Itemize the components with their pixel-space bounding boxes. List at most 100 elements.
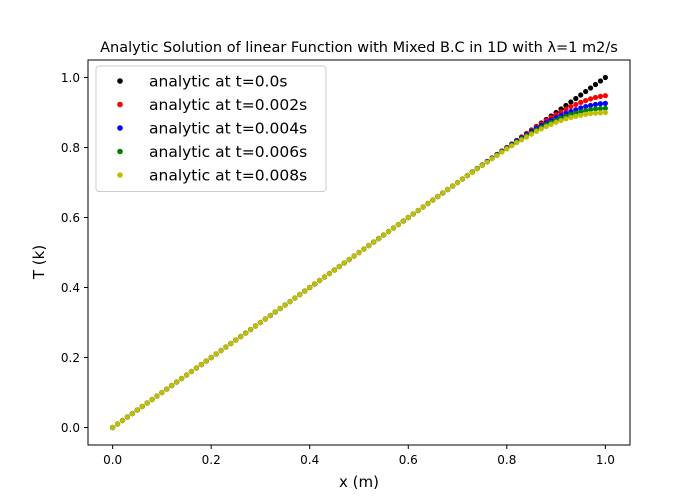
data-point xyxy=(341,260,347,266)
data-point xyxy=(469,169,475,175)
data-point xyxy=(573,113,579,119)
data-point xyxy=(385,228,392,235)
y-tick-label: 0.4 xyxy=(61,281,80,295)
data-point xyxy=(183,372,190,378)
data-point xyxy=(464,172,470,179)
x-tick-label: 1.0 xyxy=(596,453,615,467)
data-point xyxy=(602,74,608,81)
x-tick-label: 0.8 xyxy=(497,453,516,467)
data-point xyxy=(139,403,145,410)
data-point xyxy=(592,106,599,112)
data-point xyxy=(509,143,515,149)
data-point xyxy=(415,207,421,214)
y-tick-label: 0.8 xyxy=(61,141,80,155)
data-point xyxy=(169,382,175,389)
data-point xyxy=(573,101,579,108)
data-point xyxy=(243,330,249,336)
data-point xyxy=(592,81,599,88)
data-point xyxy=(440,190,446,196)
data-point xyxy=(252,323,259,329)
data-point xyxy=(587,107,594,113)
data-point xyxy=(592,94,599,101)
legend-label: analytic at t=0.008s xyxy=(149,167,307,185)
legend-marker xyxy=(117,172,123,178)
data-point xyxy=(297,291,303,298)
plot-area: 0.0 0.2 0.4 0.6 0.8 1.0 0.0 0.2 0.4 0.6 0.8 1.0 xyxy=(61,59,631,467)
data-point xyxy=(454,179,461,186)
data-point xyxy=(302,288,308,294)
data-point xyxy=(257,319,264,326)
data-point xyxy=(248,326,254,333)
data-point xyxy=(238,333,244,340)
legend-box xyxy=(95,65,327,192)
data-point xyxy=(533,128,539,134)
data-point xyxy=(272,309,278,315)
data-point xyxy=(602,105,608,111)
data-point xyxy=(583,111,589,117)
data-point xyxy=(538,126,544,132)
data-point xyxy=(578,105,584,111)
legend-label: analytic at t=0.004s xyxy=(149,120,307,138)
legend: analytic at t=0.0s analytic at t=0.002s an… xyxy=(95,65,327,192)
data-point xyxy=(602,93,608,99)
data-point xyxy=(553,119,559,125)
data-point xyxy=(218,347,224,354)
y-axis-label: T (k) xyxy=(30,245,48,280)
data-point xyxy=(366,242,372,249)
data-point xyxy=(179,375,185,382)
data-point xyxy=(578,92,584,98)
legend-label: analytic at t=0.006s xyxy=(149,143,307,161)
data-point xyxy=(282,302,288,308)
data-point xyxy=(597,106,604,112)
data-point xyxy=(484,159,490,165)
x-tick-label: 0.0 xyxy=(103,453,122,467)
legend-marker xyxy=(117,101,123,108)
data-point xyxy=(400,218,406,224)
data-point xyxy=(336,263,342,270)
data-point xyxy=(326,270,333,277)
data-point xyxy=(346,256,352,263)
data-point xyxy=(587,102,594,109)
legend-label: analytic at t=0.0s xyxy=(149,73,287,91)
data-point xyxy=(410,211,416,217)
y-tick-label: 0.6 xyxy=(61,211,80,225)
data-point xyxy=(583,98,589,104)
data-point xyxy=(223,344,229,350)
data-point xyxy=(568,114,574,120)
data-point xyxy=(597,110,604,116)
data-point xyxy=(489,156,495,162)
series-4-points xyxy=(110,109,608,431)
data-point xyxy=(474,166,480,172)
data-point xyxy=(543,123,549,130)
data-point xyxy=(376,235,382,242)
data-point xyxy=(292,295,298,301)
data-point xyxy=(351,253,357,259)
data-point xyxy=(164,386,170,392)
x-tick-label: 0.6 xyxy=(399,453,418,467)
data-point xyxy=(578,112,584,118)
data-point xyxy=(587,85,594,91)
data-point xyxy=(435,193,441,200)
data-point xyxy=(420,204,426,210)
data-point xyxy=(262,316,268,322)
data-point xyxy=(174,379,180,385)
data-point xyxy=(405,214,411,221)
data-point xyxy=(381,232,387,238)
data-point xyxy=(519,137,525,143)
legend-marker xyxy=(117,78,123,84)
data-point xyxy=(188,368,195,375)
data-point xyxy=(450,183,456,189)
x-tick-label: 0.4 xyxy=(300,453,319,467)
data-point xyxy=(307,284,313,291)
data-point xyxy=(154,393,160,399)
data-point xyxy=(208,354,214,361)
x-axis-label: x (m) xyxy=(339,473,379,491)
data-point xyxy=(514,140,520,146)
data-point xyxy=(233,337,239,343)
legend-label: analytic at t=0.002s xyxy=(149,96,307,114)
data-point xyxy=(312,281,318,287)
data-point xyxy=(356,249,362,256)
chart-title: Analytic Solution of linear Function wit… xyxy=(100,40,618,56)
data-point xyxy=(321,274,328,280)
